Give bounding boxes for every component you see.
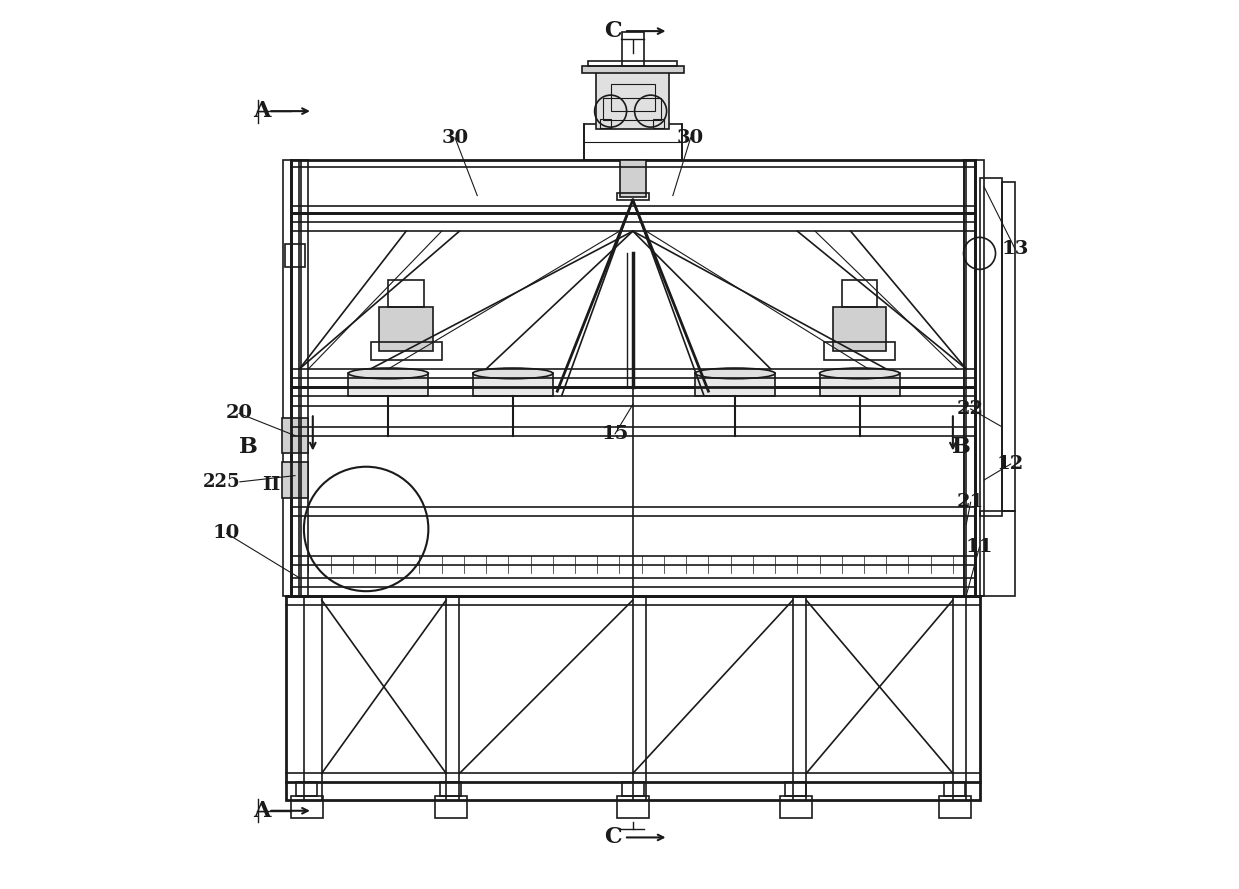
Bar (695, 373, 776, 396)
Bar (582, 66, 684, 73)
Bar (284, 160, 309, 596)
Bar (285, 244, 305, 267)
Bar (440, 782, 461, 796)
Bar (622, 32, 644, 66)
Bar (617, 193, 649, 200)
Text: 11: 11 (965, 538, 994, 556)
Bar (291, 160, 975, 213)
Text: A: A (254, 100, 271, 122)
Text: 225: 225 (202, 473, 240, 491)
Text: 20: 20 (225, 404, 253, 422)
Bar (603, 98, 662, 120)
Bar (833, 307, 886, 351)
Bar (824, 342, 895, 360)
Bar (291, 387, 975, 596)
Bar (291, 796, 322, 818)
Text: 15: 15 (601, 425, 628, 443)
Bar (473, 373, 553, 396)
Bar (944, 782, 965, 796)
Bar (281, 418, 309, 453)
Bar (348, 373, 429, 396)
Bar (964, 160, 984, 596)
Text: 12: 12 (997, 455, 1025, 473)
Text: 30: 30 (441, 129, 468, 147)
Bar (653, 119, 664, 128)
Bar (370, 342, 441, 360)
Text: C: C (605, 20, 622, 42)
Bar (435, 796, 467, 818)
Bar (980, 511, 1015, 596)
Bar (584, 124, 681, 160)
Bar (617, 796, 649, 818)
Text: 30: 30 (676, 129, 704, 147)
Bar (596, 71, 669, 129)
Text: A: A (254, 800, 271, 821)
Bar (620, 160, 647, 197)
Bar (286, 596, 980, 800)
Ellipse shape (695, 368, 776, 379)
Text: 21: 21 (957, 493, 984, 511)
Bar (281, 462, 309, 498)
Text: C: C (605, 827, 622, 848)
Bar (600, 119, 611, 128)
Bar (291, 213, 975, 387)
Text: B: B (953, 436, 971, 458)
Text: II: II (261, 476, 280, 493)
Bar (841, 280, 877, 307)
Bar (589, 61, 678, 66)
Bar (611, 84, 655, 111)
Ellipse shape (348, 368, 429, 379)
Bar (779, 796, 812, 818)
Text: 13: 13 (1001, 240, 1028, 258)
Text: 22: 22 (958, 400, 984, 418)
Bar (939, 796, 970, 818)
Text: 10: 10 (213, 525, 240, 542)
Text: B: B (239, 436, 258, 458)
Ellipse shape (473, 368, 553, 379)
Bar (1002, 182, 1015, 511)
Bar (622, 782, 643, 796)
Bar (379, 307, 432, 351)
Bar (819, 373, 900, 396)
Ellipse shape (819, 368, 900, 379)
Bar (388, 280, 424, 307)
Bar (296, 782, 317, 796)
Bar (784, 782, 807, 796)
Bar (980, 178, 1002, 516)
